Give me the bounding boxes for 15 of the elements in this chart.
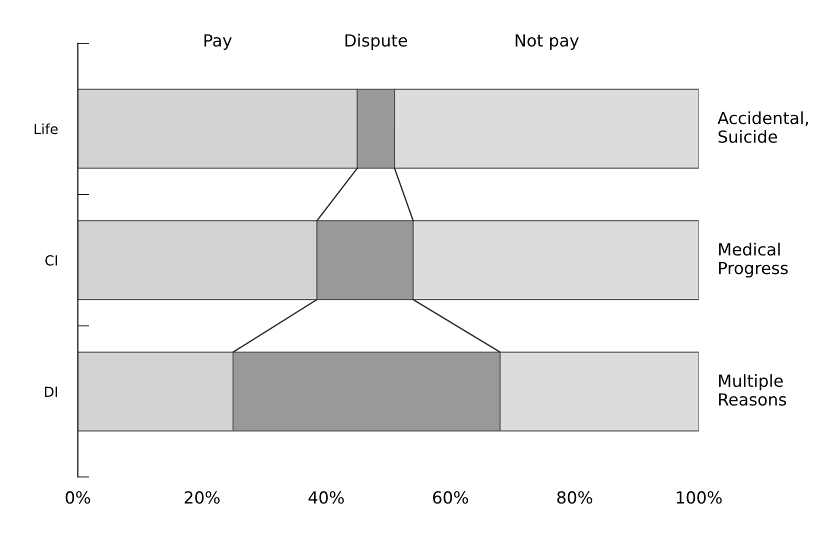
x-tick-label: 40% [308,491,344,504]
text: Dispute [346,34,408,50]
x-tick-label: 60% [433,491,468,504]
x-tick-label: 80% [557,491,592,504]
y-tick-label: CI [45,255,58,266]
x-tick-label: 100% [676,491,722,504]
text: Medical Progress [719,242,788,278]
y-tick-label: Life [34,123,58,134]
x-tick-label: 20% [184,491,220,504]
y-tick-label: DI [44,386,58,397]
text: Multiple Reasons [719,374,786,406]
text: Pay [204,34,232,50]
text: Accidental, Suicide [718,111,808,143]
x-tick-label: 0% [66,491,90,504]
text: Not pay [516,34,579,50]
